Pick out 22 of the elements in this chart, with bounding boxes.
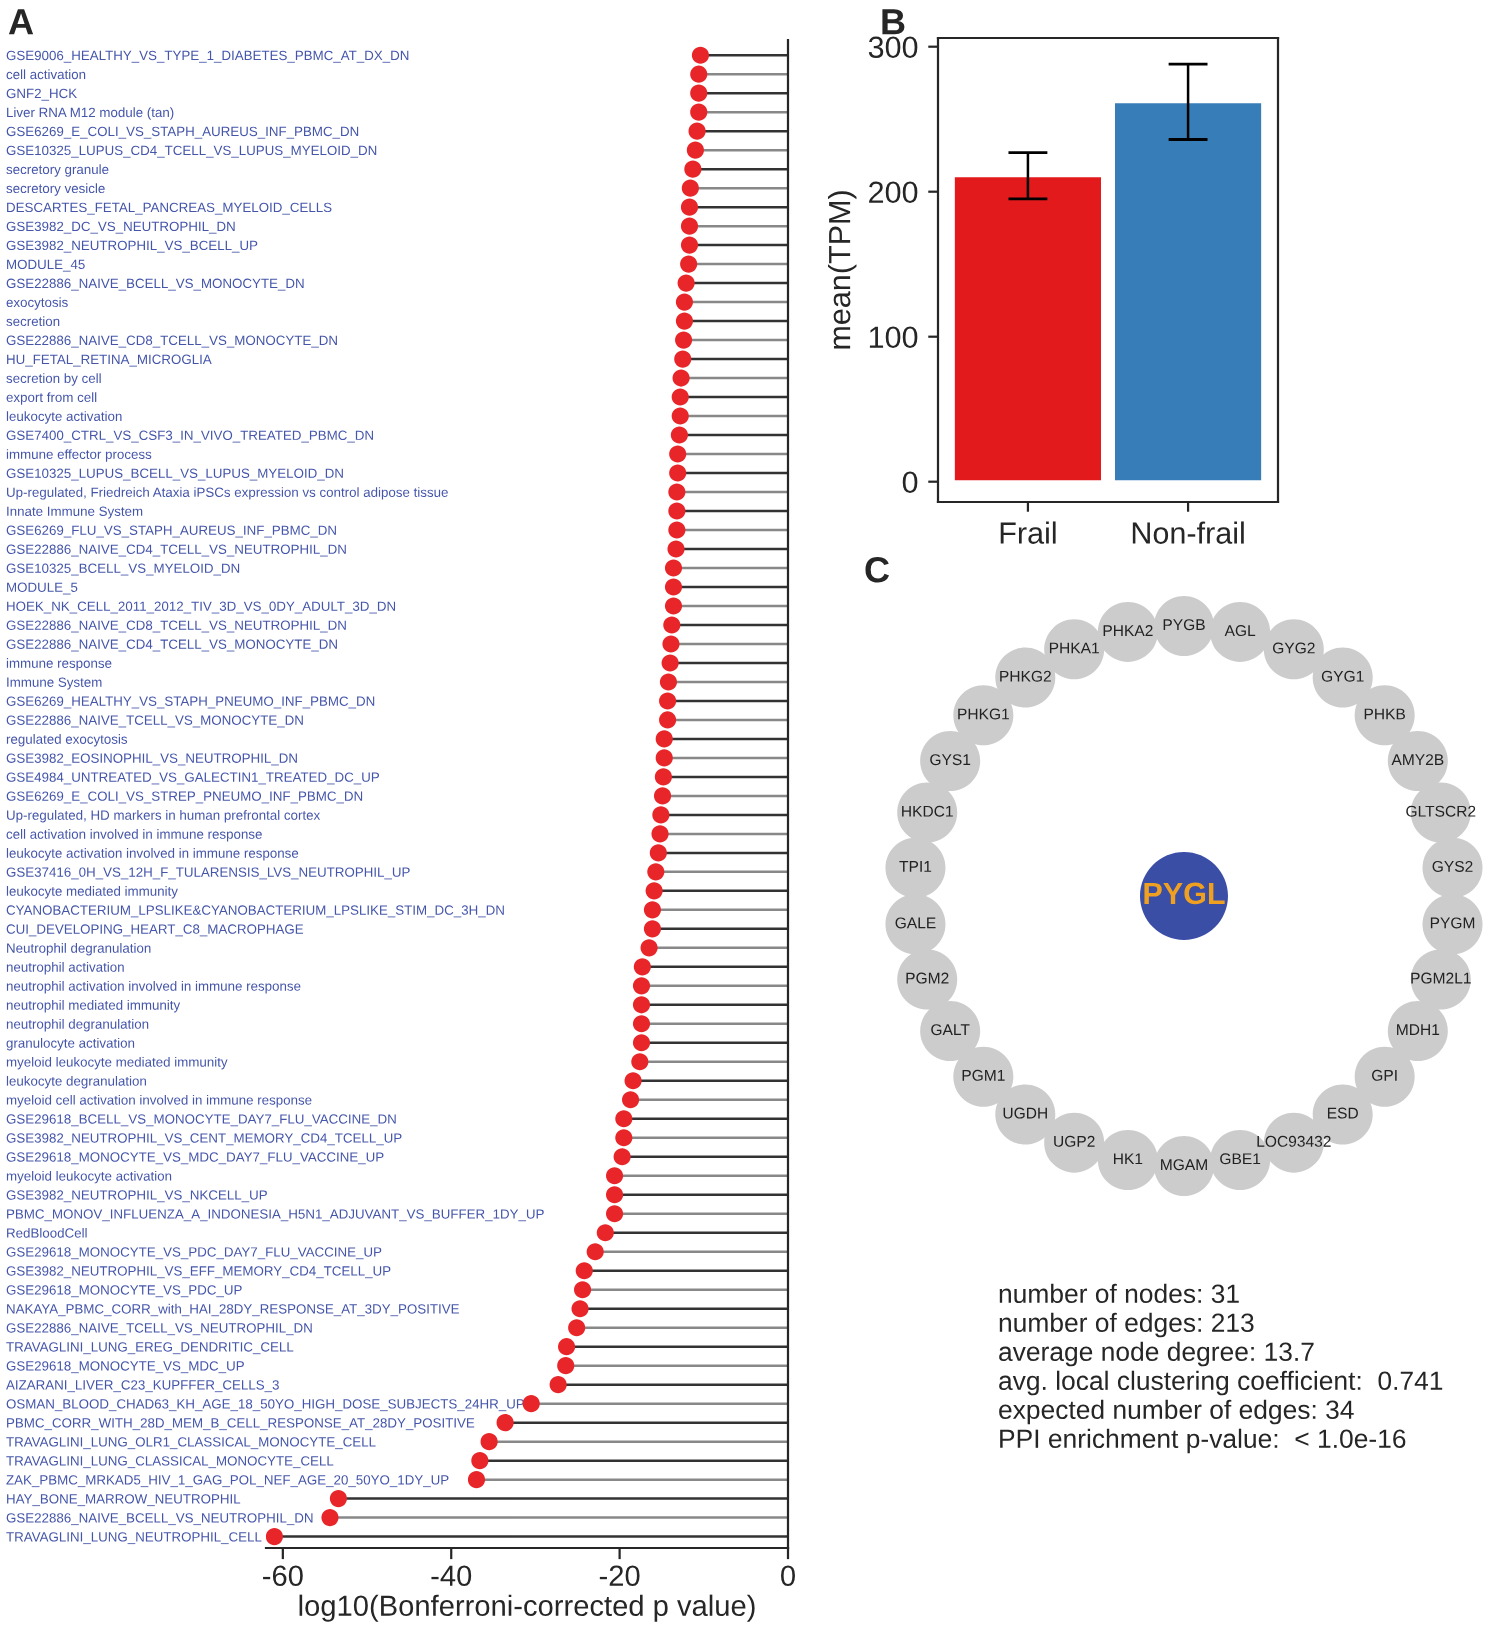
text: avg. local clustering coefficient: 0.741 (999, 1370, 1443, 1396)
text: PPI enrichment p-value: < 1.0e-16 (1000, 1428, 1406, 1454)
x-tick-label: Non-frail (1132, 521, 1244, 544)
y-tick-label: 300 (868, 36, 918, 59)
y-tick-label: 0 (902, 471, 918, 494)
x-tick-label: -60 (263, 1565, 303, 1587)
x-tick-label: 0 (781, 1565, 795, 1587)
x-tick-label: Frail (1000, 521, 1056, 544)
text: C (865, 556, 890, 583)
chart-title: B (882, 9, 905, 35)
x-tick-label: -20 (599, 1565, 640, 1587)
text: number of nodes: 31 (999, 1283, 1239, 1304)
chart-title: A (8, 9, 34, 35)
x-axis-title: log10(Bonferroni-corrected p value) (299, 1594, 755, 1622)
y-axis-title: mean(TPM) (827, 191, 857, 349)
y-tick-label: 200 (869, 181, 918, 204)
text: average node degree: 13.7 (999, 1341, 1314, 1367)
category-label: PYGL (1144, 882, 1225, 905)
text: expected number of edges: 34 (999, 1399, 1354, 1425)
text: number of edges: 213 (999, 1312, 1254, 1338)
x-tick-label: -40 (431, 1565, 472, 1587)
y-tick-label: 100 (869, 326, 918, 349)
